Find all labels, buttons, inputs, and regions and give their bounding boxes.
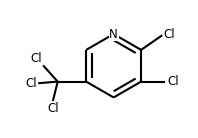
Text: Cl: Cl — [164, 28, 175, 41]
Text: N: N — [109, 28, 118, 41]
Text: Cl: Cl — [31, 51, 42, 65]
Text: Cl: Cl — [167, 75, 179, 88]
Text: Cl: Cl — [47, 102, 59, 115]
Text: Cl: Cl — [26, 77, 37, 90]
